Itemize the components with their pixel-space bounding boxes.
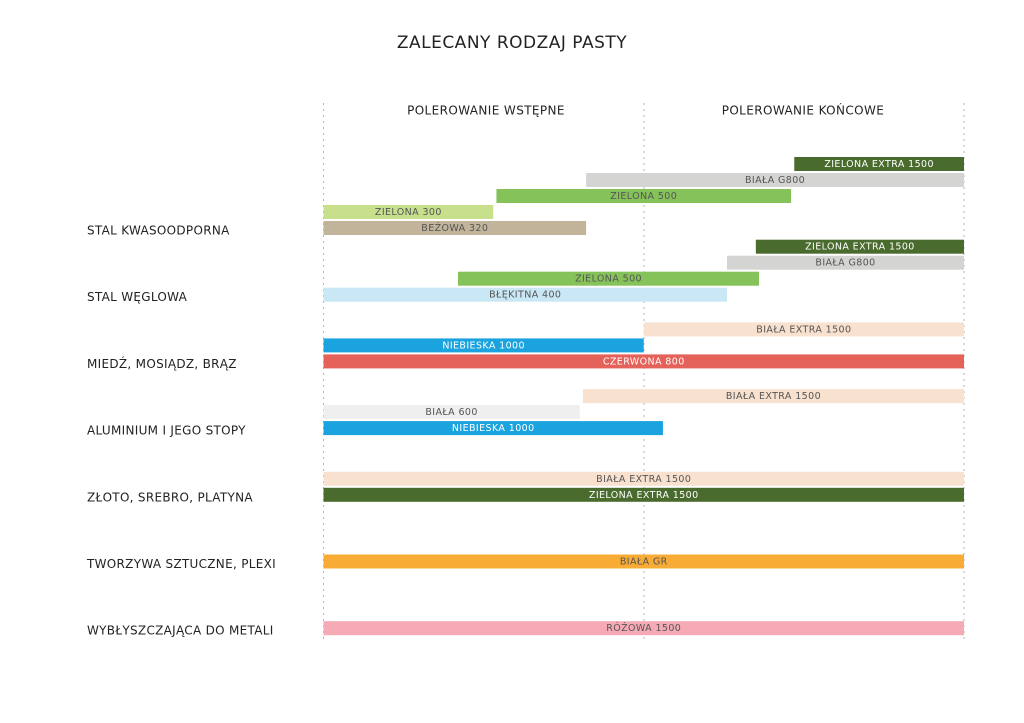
paste-label: ZIELONA 300 — [375, 207, 442, 218]
chart-title: ZALECANY RODZAJ PASTY — [397, 33, 627, 53]
material-label: TWORZYWA SZTUCZNE, PLEXI — [86, 557, 276, 571]
paste-label: BIAŁA EXTRA 1500 — [756, 324, 851, 335]
material-label: ALUMINIUM I JEGO STOPY — [87, 424, 246, 438]
paste-label: ZIELONA 500 — [610, 191, 677, 202]
paste-bar — [323, 221, 587, 235]
phase-header: POLEROWANIE WSTĘPNE — [407, 104, 565, 118]
paste-bar — [323, 338, 644, 353]
paste-bar — [323, 354, 964, 369]
material-label: STAL KWASOODPORNA — [87, 224, 230, 238]
material-label: ZŁOTO, SREBRO, PLATYNA — [87, 490, 253, 504]
paste-bar — [643, 322, 964, 337]
paste-label: BIAŁA G800 — [815, 258, 875, 269]
material-label: STAL WĘGLOWA — [87, 290, 188, 304]
paste-bar — [323, 621, 964, 636]
paste-bar — [496, 189, 792, 203]
paste-label: ZIELONA EXTRA 1500 — [824, 159, 934, 170]
material-label: WYBŁYSZCZAJĄCA DO METALI — [87, 624, 274, 638]
paste-label: NIEBIESKA 1000 — [452, 423, 535, 434]
phase-header: POLEROWANIE KOŃCOWE — [722, 103, 885, 118]
paste-bar — [458, 271, 760, 286]
paste-bar — [323, 421, 663, 436]
paste-bar — [323, 405, 580, 420]
paste-bar — [794, 157, 964, 171]
paste-bar — [727, 255, 964, 270]
paste-bar — [323, 554, 964, 569]
paste-label: ZIELONA EXTRA 1500 — [589, 490, 699, 501]
paste-bar — [582, 389, 964, 404]
paste-bar — [323, 205, 494, 219]
paste-bar — [323, 471, 964, 486]
paste-label: CZERWONA 800 — [603, 356, 685, 367]
paste-label: BIAŁA 600 — [425, 407, 477, 418]
paste-label: RÓŻOWA 1500 — [606, 622, 681, 634]
paste-label: BIAŁA GR — [620, 557, 668, 568]
material-label: MIEDŹ, MOSIĄDZ, BRĄZ — [87, 356, 237, 371]
paste-label: ZIELONA EXTRA 1500 — [805, 242, 915, 253]
paste-label: BEŻOWA 320 — [421, 223, 488, 234]
paste-bar — [323, 487, 964, 502]
paste-label: NIEBIESKA 1000 — [442, 340, 525, 351]
paste-bar — [755, 239, 964, 254]
paste-label: BŁĘKITNA 400 — [489, 290, 561, 301]
paste-label: BIAŁA EXTRA 1500 — [726, 391, 821, 402]
paste-label: ZIELONA 500 — [575, 274, 642, 285]
paste-label: BIAŁA EXTRA 1500 — [596, 474, 691, 485]
paste-bar — [323, 287, 728, 302]
paste-bar — [586, 173, 964, 187]
paste-label: BIAŁA G800 — [745, 175, 805, 186]
